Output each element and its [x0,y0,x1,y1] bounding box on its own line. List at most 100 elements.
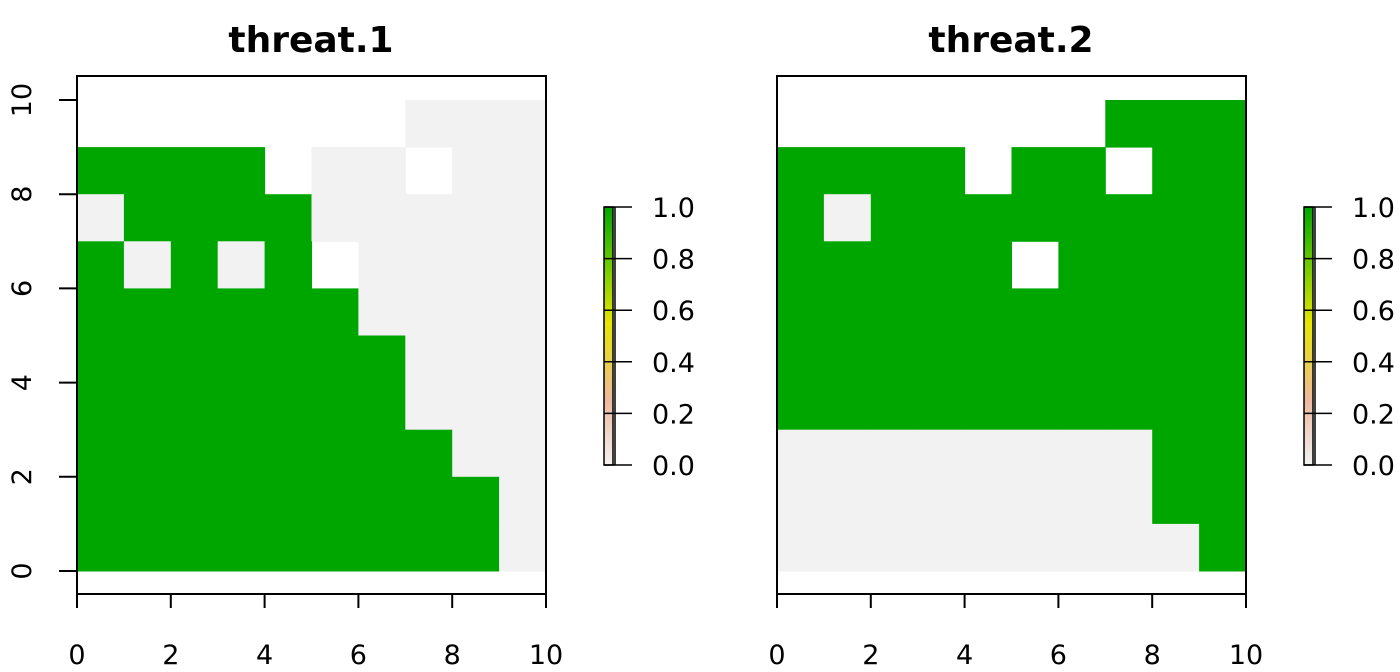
raster-cell [1199,382,1247,431]
raster-cell [264,288,312,336]
raster-cell [777,382,825,431]
raster-cell [405,241,453,289]
raster-cell [1152,288,1200,336]
raster-cell [823,429,872,478]
raster-cell [264,382,312,431]
x-axis: 0 2 4 6 8 10 [768,593,1263,671]
raster-cell [358,523,406,572]
x-tick-label: 4 [256,640,273,671]
raster-cell [170,382,219,431]
panel-title: threat.2 [928,20,1093,61]
raster-cell [1058,288,1106,336]
raster-cell [1152,476,1200,525]
raster-cell [358,335,406,384]
raster-cell [1011,335,1059,384]
raster-cell [917,147,966,195]
raster-cell [311,476,359,525]
raster-cell [452,241,500,289]
raster-cell [870,382,919,431]
raster-cell [264,194,312,242]
legend-tick-label: 0.8 [1352,245,1395,276]
raster-cell [499,523,547,572]
raster-cell [452,288,500,336]
raster-cell [777,335,825,384]
raster-cell [917,241,966,289]
raster-cell [1152,429,1200,478]
raster-cell [1058,523,1106,572]
raster-cell [870,523,919,572]
raster-cell [1105,335,1153,384]
raster-cell [870,147,919,195]
raster-cell [823,335,872,384]
raster-cell [1011,476,1059,525]
x-tick-label: 8 [444,640,461,671]
panel-threat-2: threat.2 0 2 4 6 8 10 0.0 0.2 0.4 0.6 0.8 1.0 [768,20,1395,671]
raster-cell [777,288,825,336]
raster-cell [217,147,266,195]
raster-cell [1152,147,1200,195]
raster-cell [1011,523,1059,572]
raster-cell [311,194,359,242]
legend-color-bar [603,206,614,466]
raster-cell [170,523,219,572]
raster-cell [499,382,547,431]
raster-cell [1152,194,1200,242]
raster-cell [499,241,547,289]
raster-cell [870,288,919,336]
raster-cell [217,241,266,289]
raster-cell [311,429,359,478]
legend-tick-label: 0.0 [1352,451,1395,482]
raster-cell [358,476,406,525]
raster-cell [870,241,919,289]
x-tick-label: 6 [350,640,367,671]
raster-cell [499,100,547,148]
raster-cell [964,241,1012,289]
legend-tick-label: 1.0 [1352,193,1395,224]
x-tick-label: 2 [862,640,879,671]
raster-cell [823,288,872,336]
raster-cell [1199,100,1247,148]
y-axis: 0 2 4 6 8 10 [7,83,78,580]
raster-cell [1058,194,1106,242]
raster-cell [311,147,359,195]
raster-cell [777,523,825,572]
raster-cell [170,288,219,336]
raster-cell [777,241,825,289]
raster-cell [1199,335,1247,384]
raster-cell [123,241,172,289]
raster-cell [1199,147,1247,195]
raster-cell [823,147,872,195]
raster-cell [917,523,966,572]
raster-cell [358,241,406,289]
raster-cell [1011,288,1059,336]
raster-cell [405,523,453,572]
raster-cell [917,288,966,336]
raster-cell [77,194,125,242]
raster-cell [1105,476,1153,525]
raster-cell [917,194,966,242]
raster-cell [452,335,500,384]
raster-cell [1105,241,1153,289]
raster-cell [358,147,406,195]
raster-cell [964,335,1012,384]
raster-cell [77,147,125,195]
legend-tick-label: 0.8 [652,245,695,276]
raster-cell [77,429,125,478]
x-tick-label: 0 [68,640,85,671]
raster-cell [964,382,1012,431]
raster-cell [1105,382,1153,431]
raster-cell [264,476,312,525]
x-tick-label: 8 [1144,640,1161,671]
raster-cell [405,335,453,384]
raster-cell [1105,100,1153,148]
raster-cell [964,194,1012,242]
raster-cell [311,335,359,384]
raster-cell [264,429,312,478]
raster-cell [964,523,1012,572]
raster-cell [499,335,547,384]
raster-cell [170,335,219,384]
raster-cell [77,288,125,336]
raster-cell [777,429,825,478]
raster-cell [964,288,1012,336]
raster-cell [123,476,172,525]
